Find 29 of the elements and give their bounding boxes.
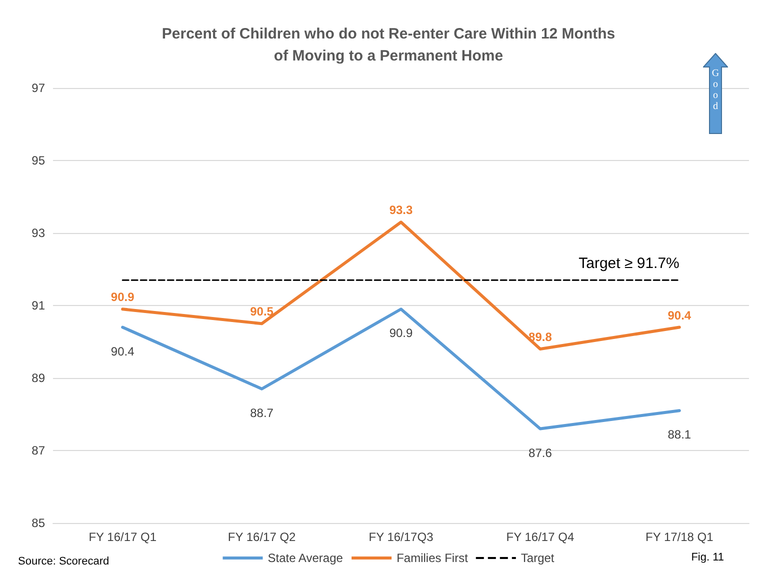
data-label: 90.9 [110,290,135,304]
legend-label: Families First [396,551,469,565]
legend-label: Target [520,551,555,565]
data-label: 88.7 [250,406,274,420]
chart-title: Percent of Children who do not Re-enter Care Within 12 Months of Moving to a Permanent Home [162,26,616,64]
x-tick-label: FY 16/17Q3 [368,530,434,544]
y-tick-label: 89 [32,371,46,385]
x-tick-label: FY 16/17 Q2 [228,530,296,544]
y-tick-label: 91 [32,298,46,312]
y-tick-label: 93 [32,226,46,240]
annotation: Good [710,68,720,112]
data-label: 88.1 [668,428,692,442]
x-tick-label: FY 17/18 Q1 [645,530,714,544]
y-tick-label: 97 [32,81,46,95]
data-label: 90.4 [110,344,135,358]
data-label: 87.6 [528,446,552,460]
x-tick-label: FY 16/17 Q1 [88,530,157,544]
data-label: 90.4 [668,308,692,322]
x-tick-label: FY 16/17 Q4 [506,530,574,544]
source-note: Source: Scorecard [18,556,110,568]
y-tick-label: 87 [32,444,46,458]
data-label: 93.3 [389,203,413,218]
data-label: 90.9 [389,326,413,340]
y-tick-label: 95 [32,154,46,168]
caption: Fig. 11 [691,552,724,564]
y-tick-label: 85 [32,516,46,530]
data-label: 90.5 [250,304,274,319]
legend-label: State Average [268,551,344,565]
annotation: Target ≥ 91.7% [578,255,680,272]
